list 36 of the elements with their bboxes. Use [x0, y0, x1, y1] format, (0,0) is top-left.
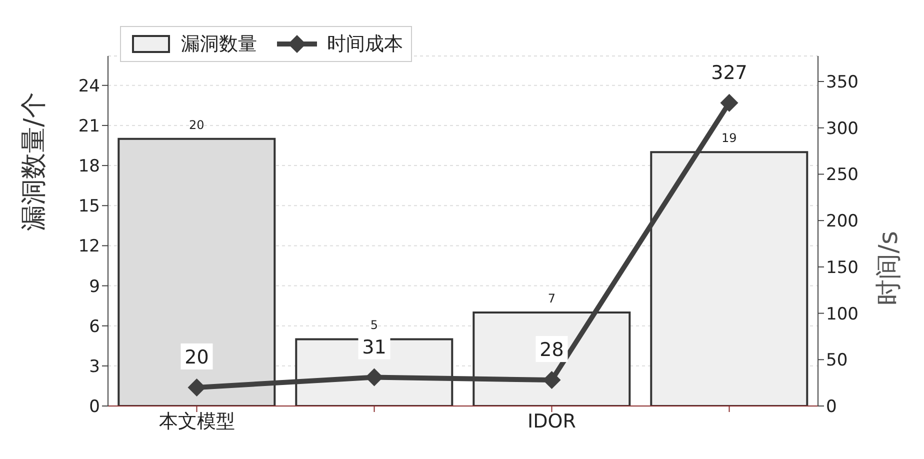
y-tick-label: 3	[89, 356, 100, 377]
data-label: 31	[362, 336, 386, 358]
y2-tick-label: 200	[826, 212, 858, 232]
y-tick-label: 12	[78, 236, 100, 257]
x-tick-label: IDOR	[528, 410, 576, 432]
y-tick-label: 0	[89, 397, 100, 418]
data-label: 19	[722, 131, 737, 146]
y2-tick-label: 100	[826, 304, 858, 324]
point	[542, 371, 561, 390]
y2-tick-label: 350	[826, 72, 858, 93]
y2-tick-label: 300	[826, 118, 858, 139]
y2-tick-label: 150	[826, 258, 858, 278]
point	[188, 378, 206, 396]
legend-label: 时间成本	[327, 32, 403, 57]
y2-axis-title: 时间/s	[874, 231, 904, 306]
data-label: 20	[189, 118, 204, 132]
y-tick-label: 24	[78, 76, 100, 96]
y2-tick-label: 50	[826, 350, 848, 371]
data-label: 7	[548, 291, 556, 306]
data-label: 28	[540, 339, 564, 362]
y2-tick-label: 250	[826, 165, 858, 186]
y-tick-label: 18	[78, 156, 100, 177]
y-tick-label: 21	[78, 116, 100, 136]
bar	[650, 151, 808, 406]
point	[720, 94, 738, 112]
legend-label: 漏洞数量	[181, 32, 257, 57]
data-label: 5	[370, 318, 378, 332]
data-label: 20	[184, 346, 209, 368]
bar	[472, 311, 631, 406]
data-label: 327	[711, 62, 748, 84]
y2-tick-label: 0	[826, 397, 837, 418]
y-axis-title: 漏洞数量/个	[19, 92, 50, 231]
y-tick-label: 6	[89, 316, 100, 337]
y-tick-label: 15	[78, 196, 100, 217]
y-tick-label: 9	[89, 276, 100, 297]
x-tick-label: 本文模型	[158, 410, 235, 432]
